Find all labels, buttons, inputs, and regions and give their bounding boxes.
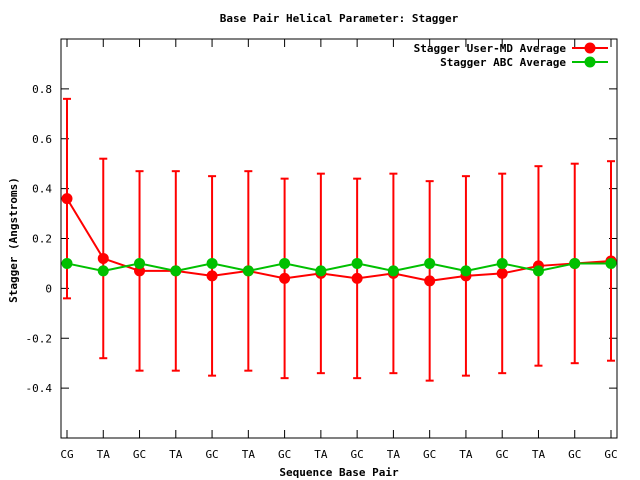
x-tick-label: GC	[423, 448, 436, 461]
abc-average-point	[242, 265, 254, 277]
abc-average-point	[206, 257, 218, 269]
legend-marker	[584, 42, 596, 54]
x-tick-label: TA	[242, 448, 256, 461]
y-tick-label: -0.4	[26, 382, 53, 395]
x-axis-ticks: CG TA GC TA GC TA GC TA GC TA GC TA GC TA GC GC	[60, 39, 618, 461]
y-axis-label: Stagger (Angstroms)	[7, 177, 20, 303]
abc-average-point	[97, 265, 109, 277]
y-tick-label: 0.4	[32, 183, 52, 196]
y-tick-label: -0.2	[26, 332, 53, 345]
x-tick-label: GC	[351, 448, 364, 461]
x-tick-label: GC	[568, 448, 581, 461]
x-tick-label: TA	[532, 448, 546, 461]
x-tick-label: TA	[387, 448, 401, 461]
y-tick-label: 0.2	[32, 233, 52, 246]
abc-average-point	[424, 257, 436, 269]
user-md-average-line	[66, 198, 612, 282]
legend-label: Stagger ABC Average	[440, 56, 566, 69]
abc-average-point	[605, 257, 617, 269]
user-md-average-point	[351, 272, 363, 284]
x-tick-label: TA	[169, 448, 183, 461]
x-tick-label: CG	[60, 448, 73, 461]
abc-average-point	[496, 257, 508, 269]
abc-average-point	[460, 265, 472, 277]
abc-average-point	[61, 257, 73, 269]
x-axis-label: Sequence Base Pair	[279, 466, 399, 479]
user-md-average-point	[61, 193, 73, 205]
y-tick-label: 0.8	[32, 83, 52, 96]
abc-average-point	[170, 265, 182, 277]
x-tick-label: GC	[278, 448, 291, 461]
x-tick-label: GC	[205, 448, 218, 461]
x-tick-label: GC	[133, 448, 146, 461]
abc-average-point	[569, 257, 581, 269]
user-md-average-point	[279, 272, 291, 284]
abc-average-point	[315, 265, 327, 277]
user-md-average-point	[424, 275, 436, 287]
y-tick-label: 0	[45, 282, 52, 295]
user-md-average-point	[97, 252, 109, 264]
legend-marker	[584, 56, 596, 68]
legend-label: Stagger User-MD Average	[414, 42, 567, 55]
y-tick-label: 0.6	[32, 133, 52, 146]
user-md-average-point	[206, 270, 218, 282]
y-axis-ticks: -0.4 -0.2 0 0.2 0.4 0.6 0.8	[26, 83, 617, 395]
chart-title: Base Pair Helical Parameter: Stagger	[220, 12, 459, 25]
x-tick-label: GC	[604, 448, 617, 461]
abc-average-point	[279, 257, 291, 269]
user-md-average-point	[496, 267, 508, 279]
series-layer	[61, 97, 617, 382]
x-tick-label: TA	[459, 448, 473, 461]
abc-average-point	[387, 265, 399, 277]
x-tick-label: TA	[97, 448, 111, 461]
plot-frame	[60, 38, 618, 439]
abc-average-point	[134, 257, 146, 269]
abc-average-point	[351, 257, 363, 269]
x-tick-label: TA	[314, 448, 328, 461]
abc-average-point	[532, 265, 544, 277]
abc-average-line	[66, 262, 611, 272]
x-tick-label: GC	[496, 448, 509, 461]
